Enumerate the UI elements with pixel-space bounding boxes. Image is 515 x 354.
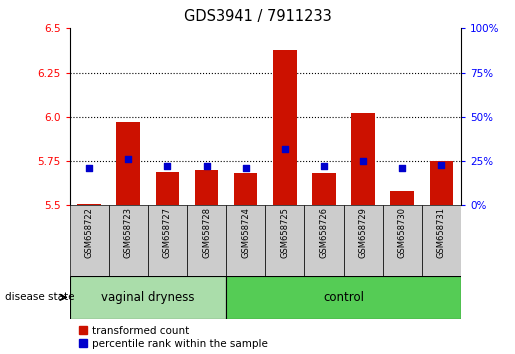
Bar	[351, 113, 375, 205]
Text: vaginal dryness: vaginal dryness	[101, 291, 195, 304]
Bar	[116, 122, 140, 205]
Text: GSM658729: GSM658729	[358, 207, 368, 258]
Text: GSM658722: GSM658722	[84, 207, 94, 258]
Text: GSM658728: GSM658728	[202, 207, 211, 258]
Point	[359, 158, 367, 164]
Bar	[156, 172, 179, 205]
Bar	[77, 204, 101, 205]
Bar	[390, 191, 414, 205]
Point	[163, 164, 171, 169]
Bar	[70, 276, 226, 319]
Bar	[430, 161, 453, 205]
Text: GDS3941 / 7911233: GDS3941 / 7911233	[184, 9, 331, 24]
Legend: transformed count, percentile rank within the sample: transformed count, percentile rank withi…	[77, 324, 270, 351]
Bar	[344, 205, 383, 276]
Bar	[109, 205, 148, 276]
Point	[124, 156, 132, 162]
Bar	[70, 205, 109, 276]
Bar	[187, 205, 226, 276]
Text: GSM658730: GSM658730	[398, 207, 407, 258]
Text: GSM658726: GSM658726	[319, 207, 329, 258]
Bar	[226, 205, 265, 276]
Bar	[383, 205, 422, 276]
Text: GSM658731: GSM658731	[437, 207, 446, 258]
Text: GSM658723: GSM658723	[124, 207, 133, 258]
Point	[437, 162, 445, 167]
Point	[398, 165, 406, 171]
Point	[320, 164, 328, 169]
Text: disease state: disease state	[5, 292, 75, 302]
Bar	[304, 205, 344, 276]
Bar	[234, 173, 258, 205]
Bar	[195, 170, 218, 205]
Bar	[265, 205, 304, 276]
Point	[281, 146, 289, 152]
Bar	[273, 50, 297, 205]
Point	[202, 164, 211, 169]
Text: GSM658724: GSM658724	[241, 207, 250, 258]
Bar	[422, 205, 461, 276]
Text: control: control	[323, 291, 364, 304]
Point	[85, 165, 93, 171]
Text: GSM658727: GSM658727	[163, 207, 172, 258]
Text: GSM658725: GSM658725	[280, 207, 289, 258]
Bar	[148, 205, 187, 276]
Bar	[312, 173, 336, 205]
Bar	[226, 276, 461, 319]
Point	[242, 165, 250, 171]
